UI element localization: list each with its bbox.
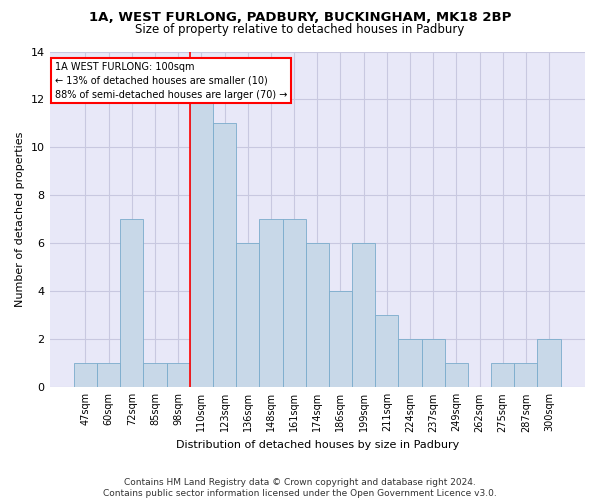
X-axis label: Distribution of detached houses by size in Padbury: Distribution of detached houses by size … [176, 440, 459, 450]
Bar [259, 220, 283, 388]
Bar [422, 340, 445, 388]
Bar [514, 364, 538, 388]
Bar [538, 340, 560, 388]
Bar [236, 244, 259, 388]
Bar [398, 340, 422, 388]
Bar [143, 364, 167, 388]
Bar [120, 220, 143, 388]
Bar [491, 364, 514, 388]
Text: Contains HM Land Registry data © Crown copyright and database right 2024.
Contai: Contains HM Land Registry data © Crown c… [103, 478, 497, 498]
Bar [445, 364, 468, 388]
Bar [97, 364, 120, 388]
Bar [305, 244, 329, 388]
Bar [329, 292, 352, 388]
Y-axis label: Number of detached properties: Number of detached properties [15, 132, 25, 307]
Bar [352, 244, 375, 388]
Bar [74, 364, 97, 388]
Bar [213, 124, 236, 388]
Text: Size of property relative to detached houses in Padbury: Size of property relative to detached ho… [136, 22, 464, 36]
Bar [167, 364, 190, 388]
Text: 1A, WEST FURLONG, PADBURY, BUCKINGHAM, MK18 2BP: 1A, WEST FURLONG, PADBURY, BUCKINGHAM, M… [89, 11, 511, 24]
Bar [375, 316, 398, 388]
Bar [283, 220, 305, 388]
Bar [190, 100, 213, 388]
Text: 1A WEST FURLONG: 100sqm
← 13% of detached houses are smaller (10)
88% of semi-de: 1A WEST FURLONG: 100sqm ← 13% of detache… [55, 62, 287, 100]
